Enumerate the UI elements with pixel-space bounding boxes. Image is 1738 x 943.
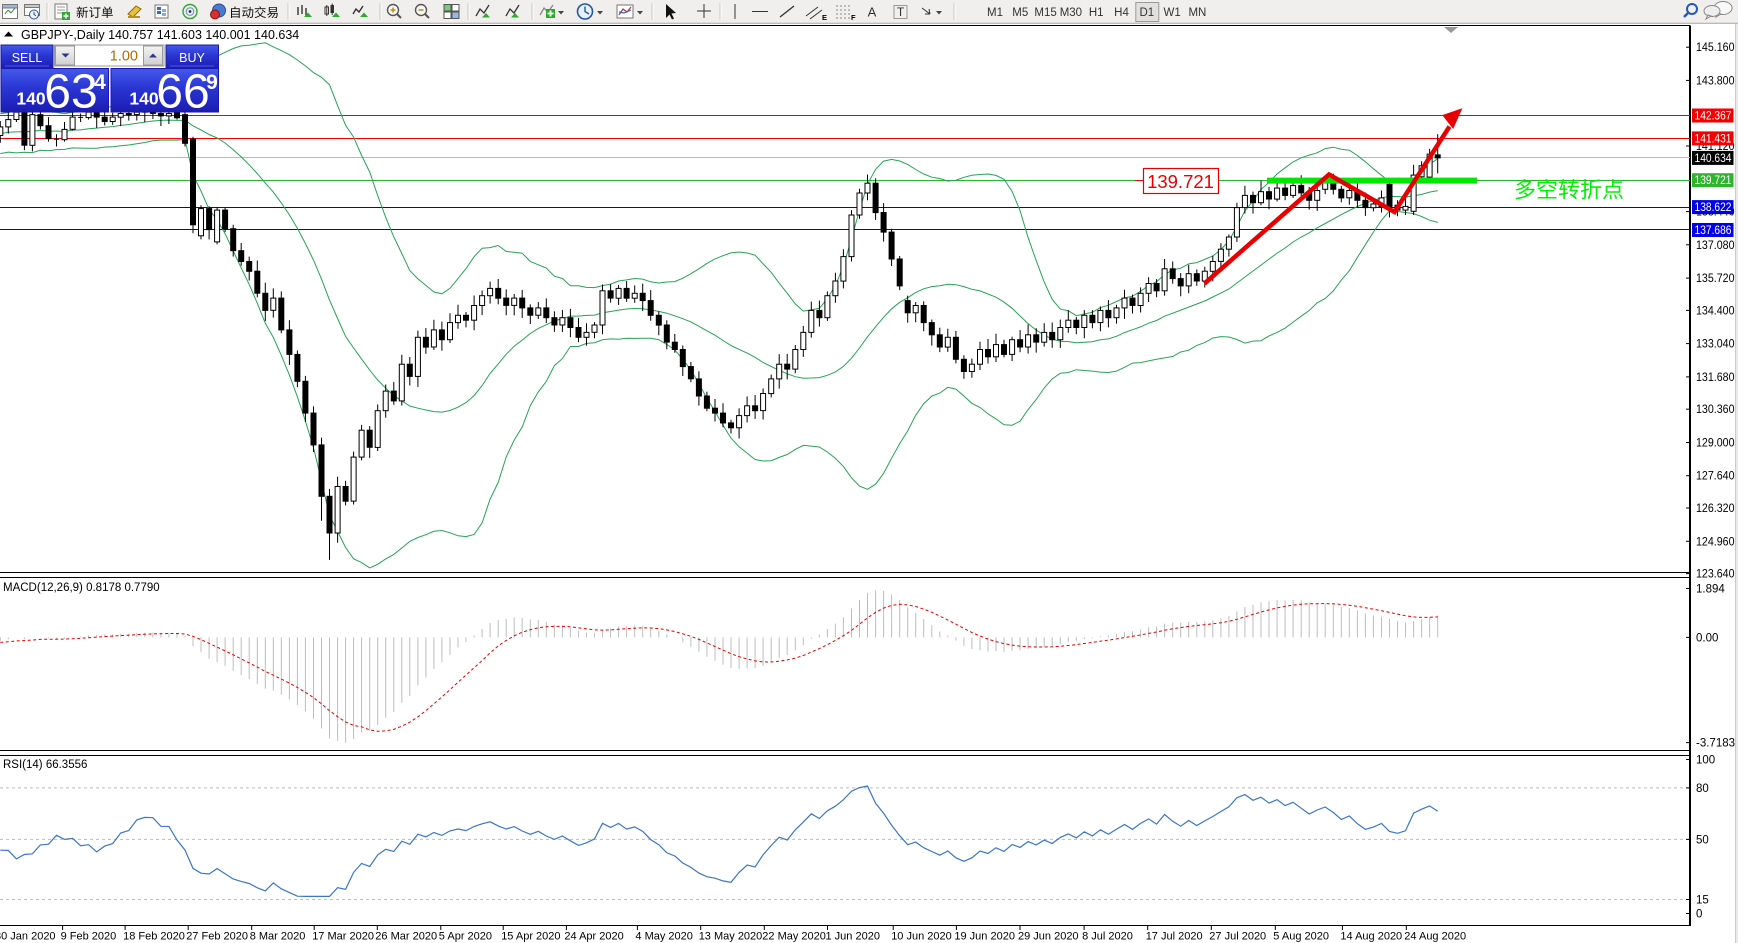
svg-text:139.721: 139.721	[1147, 171, 1214, 192]
svg-text:27 Feb 2020: 27 Feb 2020	[186, 931, 248, 943]
svg-text:9 Feb 2020: 9 Feb 2020	[61, 931, 117, 943]
svg-text:143.800: 143.800	[1696, 75, 1735, 87]
svg-text:124.960: 124.960	[1696, 536, 1735, 548]
svg-text:0: 0	[1696, 909, 1702, 921]
svg-text:W1: W1	[1163, 7, 1180, 19]
svg-text:127.640: 127.640	[1696, 471, 1735, 483]
svg-text:F: F	[851, 13, 856, 22]
svg-text:140: 140	[129, 89, 158, 109]
svg-text:26 Mar 2020: 26 Mar 2020	[375, 931, 437, 943]
svg-text:80: 80	[1696, 783, 1709, 795]
svg-text:1.00: 1.00	[110, 49, 138, 65]
svg-text:19 Jun 2020: 19 Jun 2020	[954, 931, 1015, 943]
svg-text:126.320: 126.320	[1696, 503, 1735, 515]
svg-text:18 Feb 2020: 18 Feb 2020	[123, 931, 185, 943]
svg-text:22 May 2020: 22 May 2020	[762, 931, 826, 943]
svg-text:4: 4	[94, 71, 106, 94]
svg-text:138.622: 138.622	[1695, 202, 1732, 214]
svg-text:131.680: 131.680	[1696, 372, 1735, 384]
svg-text:24 Aug 2020: 24 Aug 2020	[1404, 931, 1466, 943]
svg-text:0.00: 0.00	[1696, 632, 1718, 644]
svg-text:137.686: 137.686	[1695, 225, 1732, 237]
svg-text:63: 63	[44, 66, 97, 119]
svg-text:134.400: 134.400	[1696, 305, 1735, 317]
svg-text:M15: M15	[1034, 7, 1056, 19]
svg-text:M30: M30	[1060, 7, 1082, 19]
svg-text:29 Jun 2020: 29 Jun 2020	[1018, 931, 1079, 943]
svg-text:133.040: 133.040	[1696, 339, 1735, 351]
svg-text:135.720: 135.720	[1696, 273, 1735, 285]
svg-text:30 Jan 2020: 30 Jan 2020	[0, 931, 56, 943]
svg-text:GBPJPY-,Daily 140.757 141.603: GBPJPY-,Daily 140.757 141.603 140.001 14…	[21, 28, 299, 42]
svg-text:D1: D1	[1139, 7, 1154, 19]
svg-text:66: 66	[156, 66, 209, 119]
svg-text:14 Aug 2020: 14 Aug 2020	[1340, 931, 1402, 943]
svg-text:139.721: 139.721	[1695, 175, 1732, 187]
svg-text:1 Jun 2020: 1 Jun 2020	[826, 931, 880, 943]
svg-text:8 Mar 2020: 8 Mar 2020	[250, 931, 306, 943]
svg-text:13 May 2020: 13 May 2020	[699, 931, 763, 943]
svg-text:5 Apr 2020: 5 Apr 2020	[439, 931, 492, 943]
svg-text:15 Apr 2020: 15 Apr 2020	[501, 931, 560, 943]
svg-text:H1: H1	[1089, 7, 1104, 19]
svg-text:H4: H4	[1114, 7, 1129, 19]
svg-text:8 Jul 2020: 8 Jul 2020	[1082, 931, 1133, 943]
svg-text:T: T	[897, 5, 905, 19]
svg-text:100: 100	[1696, 755, 1715, 767]
svg-text:M5: M5	[1012, 7, 1028, 19]
svg-text:137.080: 137.080	[1696, 240, 1735, 252]
svg-text:50: 50	[1696, 834, 1709, 846]
svg-text:1.894: 1.894	[1696, 584, 1725, 596]
svg-text:140: 140	[16, 89, 45, 109]
svg-text:15: 15	[1696, 895, 1709, 907]
svg-text:M1: M1	[987, 7, 1003, 19]
svg-text:140.634: 140.634	[1695, 153, 1733, 165]
svg-text:141.431: 141.431	[1695, 133, 1732, 145]
svg-text:129.000: 129.000	[1696, 438, 1735, 450]
svg-text:5 Aug 2020: 5 Aug 2020	[1273, 931, 1329, 943]
svg-text:145.160: 145.160	[1696, 42, 1735, 54]
svg-text:142.367: 142.367	[1695, 111, 1732, 123]
svg-text:RSI(14) 66.3556: RSI(14) 66.3556	[3, 759, 87, 771]
svg-text:4 May 2020: 4 May 2020	[635, 931, 692, 943]
svg-text:130.360: 130.360	[1696, 404, 1735, 416]
svg-text:E: E	[822, 13, 827, 22]
svg-text:27 Jul 2020: 27 Jul 2020	[1209, 931, 1266, 943]
svg-text:A: A	[868, 5, 877, 20]
svg-text:MACD(12,26,9) 0.8178 0.7790: MACD(12,26,9) 0.8178 0.7790	[3, 582, 160, 594]
svg-text:17 Jul 2020: 17 Jul 2020	[1146, 931, 1203, 943]
svg-text:MN: MN	[1188, 7, 1206, 19]
svg-text:123.640: 123.640	[1696, 569, 1735, 581]
svg-text:17 Mar 2020: 17 Mar 2020	[312, 931, 374, 943]
svg-text:24 Apr 2020: 24 Apr 2020	[564, 931, 623, 943]
svg-text:9: 9	[206, 71, 218, 94]
svg-text:BUY: BUY	[179, 51, 205, 65]
svg-text:SELL: SELL	[12, 51, 43, 65]
svg-text:-3.7183: -3.7183	[1696, 738, 1735, 750]
svg-text:10 Jun 2020: 10 Jun 2020	[891, 931, 952, 943]
